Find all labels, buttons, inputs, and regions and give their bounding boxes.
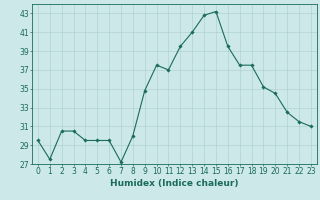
- X-axis label: Humidex (Indice chaleur): Humidex (Indice chaleur): [110, 179, 239, 188]
